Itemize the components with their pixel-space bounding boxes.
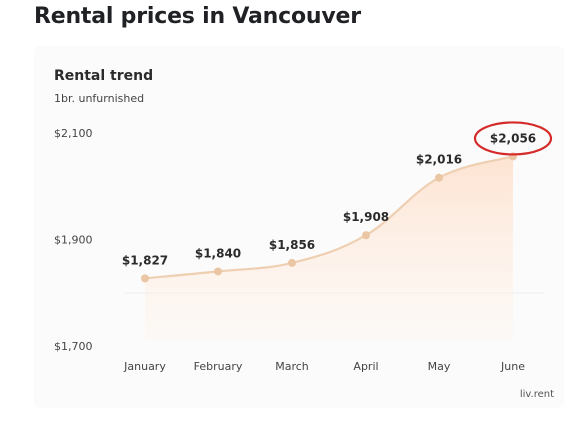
x-tick-label: March — [275, 360, 309, 373]
y-tick-label: $2,100 — [54, 127, 93, 140]
rental-trend-chart: Rental trend 1br. unfurnished $2,100 $1,9… — [54, 68, 553, 373]
highlight-ring — [473, 121, 553, 156]
data-point — [435, 173, 443, 182]
x-tick-label: April — [353, 360, 378, 373]
x-tick-label: February — [194, 360, 243, 373]
y-tick-label: $1,900 — [54, 234, 93, 247]
data-point — [214, 267, 222, 276]
page-title: Rental prices in Vancouver — [34, 4, 361, 29]
data-label: $2,016 — [416, 153, 462, 167]
source-credit: liv.rent — [519, 389, 554, 400]
chart-card: Rental trend 1br. unfurnished $2,100 $1,9… — [34, 46, 564, 408]
data-point — [141, 274, 149, 283]
data-label: $1,840 — [195, 246, 241, 260]
y-tick-label: $1,700 — [54, 340, 93, 353]
data-point — [288, 258, 296, 267]
data-label: $1,827 — [122, 253, 168, 267]
data-label: $1,856 — [269, 238, 315, 252]
data-label: $1,908 — [343, 210, 389, 224]
x-tick-label: January — [123, 360, 166, 373]
data-point — [362, 231, 370, 240]
trend-line — [144, 155, 514, 280]
x-tick-label: May — [428, 360, 451, 373]
data-label: $2,056 — [490, 131, 536, 145]
x-tick-label: June — [500, 360, 525, 373]
area-fill — [145, 156, 513, 340]
chart-title: Rental trend — [54, 68, 153, 84]
chart-subtitle: 1br. unfurnished — [54, 92, 144, 105]
